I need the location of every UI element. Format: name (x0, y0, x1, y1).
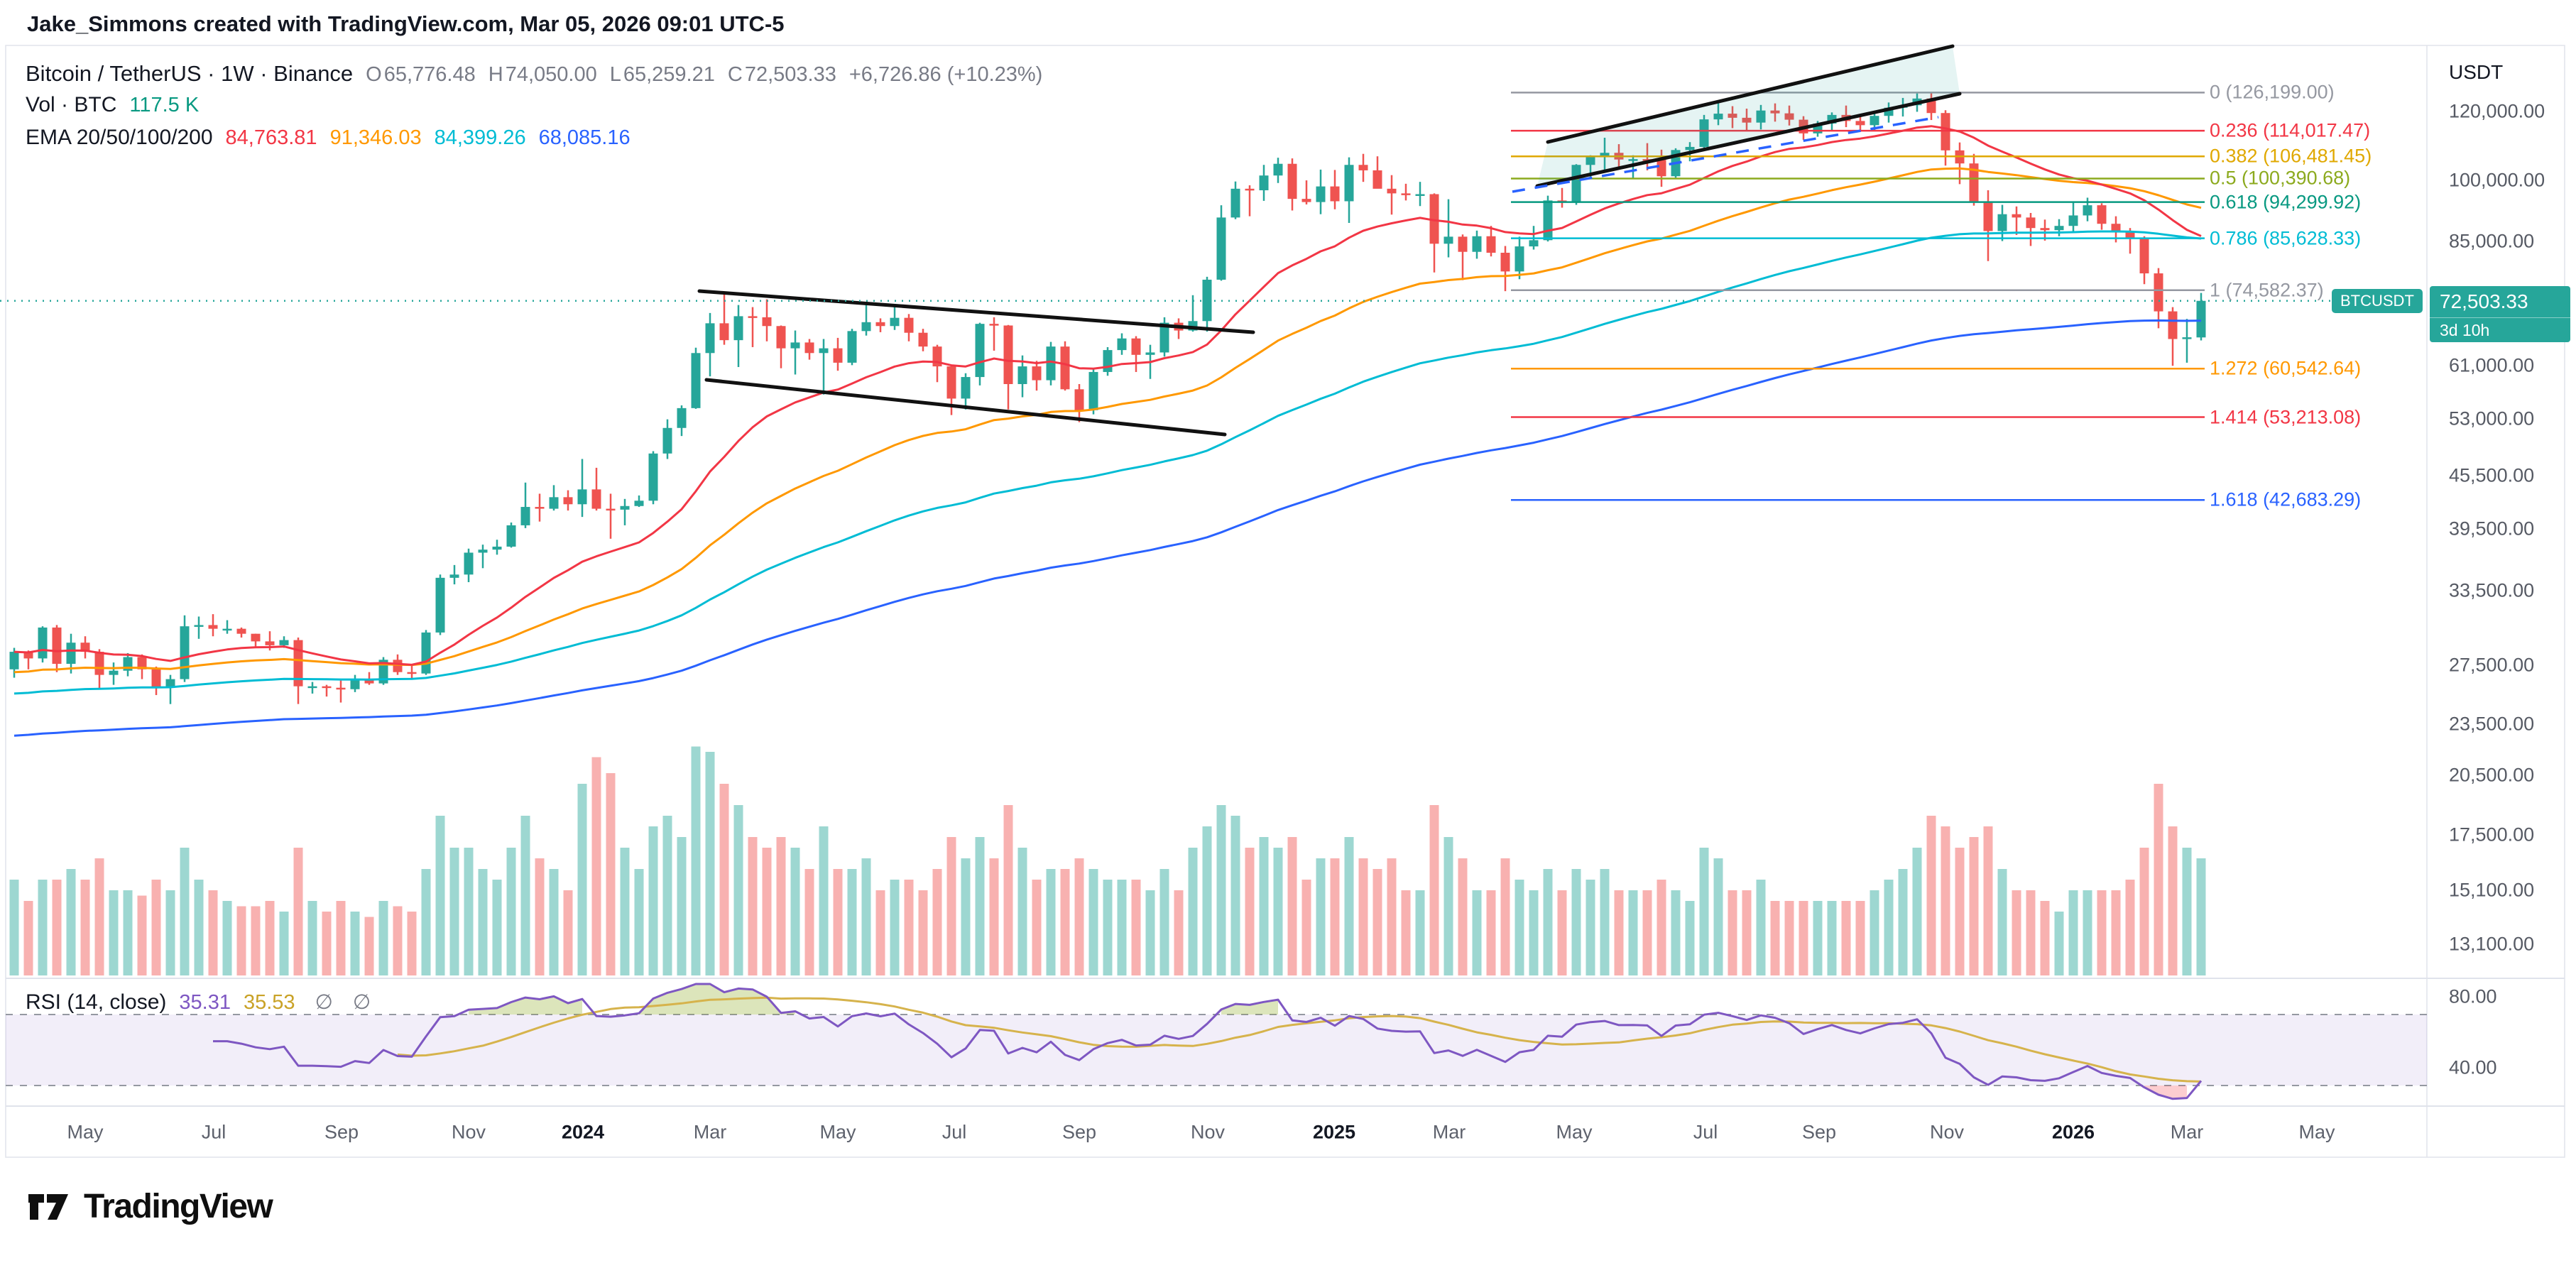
volume-label: Vol · BTC (26, 93, 117, 116)
price-axis[interactable]: USDT 72,503.33 3d 10h 120,000.00 100,000.… (2428, 45, 2576, 1157)
current-price-badge: 72,503.33 3d 10h (2430, 285, 2570, 342)
time-axis-month-label: May (1556, 1121, 1593, 1143)
price-axis-label: 20,500.00 (2449, 764, 2535, 786)
price-axis-currency: USDT (2449, 61, 2504, 83)
ema-20-line (13, 125, 2202, 666)
rsi-overbought-fill (469, 996, 582, 1015)
rsi-overbought-fill (1221, 1000, 1278, 1015)
time-axis-month-label: Sep (1061, 1121, 1097, 1143)
time-axis-year-label: 2024 (561, 1121, 605, 1143)
time-axis-year-label: 2026 (2051, 1121, 2095, 1143)
close-price: 72,503.33 (744, 63, 836, 86)
channel-trendline (704, 378, 1227, 437)
rsi-value: 35.31 (179, 991, 231, 1014)
close-label: C (727, 63, 743, 86)
time-axis-month-label: May (819, 1121, 856, 1143)
time-axis-month-label: Jul (1693, 1121, 1718, 1143)
time-axis-month-label: Sep (324, 1121, 359, 1143)
ema-label: EMA 20/50/100/200 (26, 126, 213, 149)
price-axis-label: 53,000.00 (2449, 408, 2535, 430)
tradingview-wordmark: TradingView (84, 1188, 273, 1225)
rsi-label: RSI (14, close) (26, 990, 167, 1014)
time-axis-month-label: Mar (2170, 1121, 2204, 1143)
rsi-oversold-fill (2144, 1086, 2187, 1099)
rsi-line (213, 983, 2203, 1100)
price-axis-label: 27,500.00 (2449, 654, 2535, 676)
price-axis-label: 61,000.00 (2449, 354, 2535, 376)
chart-frame (5, 45, 2565, 1158)
ema-100-value: 84,399.26 (434, 126, 526, 149)
volume-value: 117.5 K (129, 94, 200, 116)
price-axis-label: 33,500.00 (2449, 579, 2535, 601)
volume-legend[interactable]: Vol · BTC 117.5 K (26, 93, 199, 117)
low-price: 65,259.21 (623, 63, 715, 86)
volume-bars (9, 746, 2206, 975)
open-label: O (366, 63, 382, 86)
price-axis-label: 39,500.00 (2449, 518, 2535, 540)
wedge-trendline (1546, 44, 1955, 144)
open-value: O 65,776.48 (366, 63, 476, 87)
rsi-legend[interactable]: RSI (14, close) 35.31 35.53 ∅ ∅ (26, 990, 371, 1015)
ema-200-line (13, 319, 2202, 737)
price-axis-label: 15,100.00 (2449, 879, 2535, 901)
rsi-band (6, 1015, 2427, 1086)
symbol-legend[interactable]: Bitcoin / TetherUS · 1W · Binance O 65,77… (26, 61, 1042, 87)
candles (9, 92, 2206, 704)
time-axis-month-label: Sep (1801, 1121, 1837, 1143)
fib-levels (1511, 92, 2205, 501)
time-axis-year-label: 2025 (1312, 1121, 1356, 1143)
price-axis-label: 120,000.00 (2449, 100, 2545, 122)
time-axis-month-label: May (2298, 1121, 2335, 1143)
current-price: 72,503.33 (2440, 290, 2528, 312)
tradingview-logo-icon (28, 1193, 68, 1220)
time-axis-month-label: Nov (1929, 1121, 1965, 1143)
time-axis-month-label: Nov (451, 1121, 486, 1143)
time-axis-month-label: Mar (693, 1121, 727, 1143)
open-price: 65,776.48 (383, 63, 476, 86)
low-value: L 65,259.21 (610, 63, 715, 87)
time-axis-month-label: Mar (1432, 1121, 1466, 1143)
attribution-bar: Jake_Simmons created with TradingView.co… (27, 11, 785, 36)
rsi-axis-label: 40.00 (2449, 1056, 2497, 1078)
channel-trendline (697, 289, 1255, 334)
price-axis-label: 17,500.00 (2449, 824, 2535, 846)
time-axis-month-label: Jul (201, 1121, 227, 1143)
change-value: +6,726.86 (+10.23%) (848, 63, 1043, 86)
time-axis-month-label: Nov (1190, 1121, 1226, 1143)
low-label: L (609, 63, 621, 86)
time-axis-month-label: May (67, 1121, 104, 1143)
high-price: 74,050.00 (505, 63, 597, 86)
rsi-ma-value: 35.53 (243, 991, 295, 1014)
time-axis[interactable]: May Jul Sep Nov 2024 Mar May Jul Sep Nov 2025 Mar Ma… (0, 1108, 2576, 1157)
rsi-axis-label: 80.00 (2449, 985, 2497, 1007)
price-axis-label: 23,500.00 (2449, 713, 2535, 735)
time-axis-month-label: Jul (942, 1121, 967, 1143)
rsi-empty-icon: ∅ (315, 991, 333, 1014)
tradingview-branding[interactable]: TradingView (27, 1187, 273, 1226)
high-value: H 74,050.00 (489, 63, 597, 87)
ema-50-value: 91,346.03 (329, 126, 422, 149)
price-axis-label: 13,100.00 (2449, 933, 2535, 955)
bar-countdown: 3d 10h (2430, 317, 2570, 342)
price-axis-label: 45,500.00 (2449, 464, 2535, 486)
price-axis-label: 100,000.00 (2449, 169, 2545, 191)
symbol-title: Bitcoin / TetherUS · 1W · Binance (26, 61, 354, 86)
wedge-trendline (1535, 92, 1962, 188)
close-value: C 72,503.33 (728, 63, 836, 87)
high-label: H (488, 63, 503, 86)
ema-20-value: 84,763.81 (225, 126, 317, 149)
ema-100-line (13, 230, 2202, 695)
price-axis-label: 85,000.00 (2449, 230, 2535, 252)
ema-50-line (13, 167, 2202, 674)
ema-200-value: 68,085.16 (538, 126, 631, 149)
symbol-price-tag: BTCUSDT (2332, 288, 2423, 313)
rsi-empty-icon: ∅ (352, 991, 371, 1014)
ema-legend[interactable]: EMA 20/50/100/200 84,763.81 91,346.03 84… (26, 126, 631, 150)
dashed-support-line (1512, 116, 1939, 193)
wedge-fill (1537, 46, 1960, 186)
